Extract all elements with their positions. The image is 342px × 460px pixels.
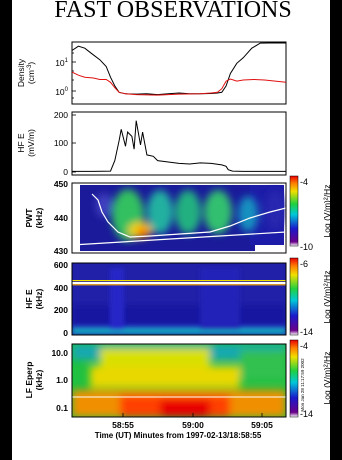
- density-yunit: (cm-3): [26, 62, 36, 85]
- x-tick-58-55: 58:55: [112, 420, 134, 430]
- lf-colorbar-min: -14: [300, 409, 313, 419]
- lf-colorbar-label: Log (V/m)²/Hz: [322, 352, 332, 405]
- hfe-amplitude-tick-200: 200: [54, 110, 68, 120]
- lf-eperp-yunit: (kHz): [34, 369, 44, 390]
- pwt-tick-440: 440: [54, 213, 68, 223]
- x-tick-59-05: 59:05: [251, 420, 273, 430]
- lf-eperp-frame: [71, 343, 287, 418]
- hfe-amplitude-tick-100: 100: [54, 138, 68, 148]
- line-plots: [71, 42, 287, 172]
- hfe-colorbar: [289, 257, 299, 336]
- lf-colorbar-max: -4: [300, 341, 308, 351]
- hfe-amplitude-tick-0: 0: [63, 167, 68, 177]
- density-ylabel: Density: [16, 58, 26, 87]
- pwt-tick-450: 450: [54, 179, 68, 189]
- lf-tick-0-1: 0.1: [56, 403, 68, 413]
- hfe-amplitude-yunit: (mV/m): [26, 129, 36, 157]
- lf-eperp-colorbar: [289, 339, 299, 418]
- x-tick-59-00: 59:00: [182, 420, 204, 430]
- hfe-tick-400: 400: [54, 283, 68, 293]
- hfe-amplitude-frame: [71, 111, 287, 176]
- hfe-amplitude-series: [72, 120, 286, 172]
- x-ticks: [122, 413, 263, 417]
- pwt-colorbar: [289, 175, 299, 247]
- density-series-red: [71, 71, 287, 96]
- lf-tick-1: 1.0: [56, 375, 68, 385]
- hfe-colorbar-label: Log (V/m)²/Hz: [322, 271, 332, 324]
- pwt-colorbar-label: Log (V/m)²/Hz: [322, 185, 332, 238]
- lf-eperp-ylabel: LF Eperp: [24, 362, 34, 399]
- density-frame: [71, 41, 287, 105]
- hfe-spectrogram-frame: [71, 262, 287, 336]
- hfe-tick-600: 600: [54, 260, 68, 270]
- hfe-colorbar-min: -14: [300, 327, 313, 337]
- hfe-spectrogram-ylabel: HF E: [24, 289, 34, 309]
- pwt-frame: [71, 182, 287, 254]
- pwt-tick-430: 430: [54, 246, 68, 256]
- density-tick-10-1: 101: [55, 58, 68, 68]
- figure-title: FAST OBSERVATIONS: [54, 0, 292, 23]
- density-tick-10-0: 100: [55, 87, 68, 97]
- hfe-amplitude-ticks: [72, 114, 76, 173]
- pwt-spectrogram: [72, 183, 286, 253]
- lf-eperp-spectrogram: [72, 344, 286, 417]
- pwt-colorbar-min: -10: [300, 242, 313, 252]
- hfe-tick-0: 0: [63, 328, 68, 338]
- hfe-colorbar-max: -6: [300, 259, 308, 269]
- hfe-amplitude-ylabel: HF E: [16, 133, 26, 153]
- timestamp-stamp: Mon Jan 28 11:17:59 2002: [300, 358, 305, 412]
- pwt-yunit: (kHz): [34, 207, 44, 228]
- lf-tick-10: 10.0: [51, 348, 68, 358]
- pwt-ylabel: PWT: [24, 208, 34, 228]
- hfe-tick-200: 200: [54, 305, 68, 315]
- hfe-spectrogram-yunit: (kHz): [34, 288, 44, 309]
- pwt-colorbar-max: -4: [300, 177, 308, 187]
- x-axis-label: Time (UT) Minutes from 1997-02-13/18:58:…: [95, 431, 262, 440]
- hfe-spectrogram: [72, 263, 286, 335]
- density-ticks: [72, 52, 76, 99]
- density-series-black: [71, 42, 286, 96]
